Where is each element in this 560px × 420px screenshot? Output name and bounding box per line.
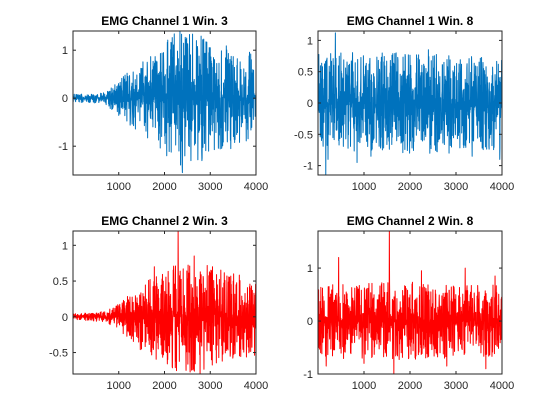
y-tick-label: 1: [307, 35, 313, 47]
subplot-emg-channel-2-win-8: 1000 2000 3000 4000 -1 0 1 EMG Channel 2 Win. 8: [303, 214, 514, 392]
x-tick-label: 1000: [107, 380, 131, 392]
y-tick-label: 1: [62, 45, 68, 57]
y-tick-label: -1: [303, 161, 313, 173]
y-tick-label: 0: [62, 312, 68, 324]
subplot-emg-channel-1-win-8: 1000 2000 3000 4000 -1 -0.5 0 0.5 1 EMG Channel 1…: [294, 14, 514, 193]
signal-line: [318, 32, 502, 175]
subplot-title: EMG Channel 1 Win. 3: [101, 14, 228, 28]
subplot-title: EMG Channel 2 Win. 3: [101, 214, 228, 228]
y-tick-label: -1: [303, 369, 313, 381]
x-tick-label: 1000: [352, 181, 376, 193]
x-tick-label: 2000: [152, 181, 176, 193]
x-tick-label: 2000: [398, 181, 422, 193]
y-tick-label: 1: [307, 263, 313, 275]
y-tick-label: 0.5: [53, 276, 68, 288]
y-tick-label: 0: [62, 93, 68, 105]
x-tick-label: 4000: [490, 181, 514, 193]
x-tick-label: 3000: [198, 181, 222, 193]
x-tick-label: 1000: [107, 181, 131, 193]
x-tick-label: 2000: [398, 380, 422, 392]
y-tick-label: -1: [58, 141, 68, 153]
y-tick-label: 0: [307, 316, 313, 328]
subplot-emg-channel-1-win-3: 1000 2000 3000 4000 -1 0 1 EMG Channel 1 Win. 3: [58, 14, 268, 193]
x-tick-label: 2000: [152, 380, 176, 392]
y-tick-label: 0: [307, 98, 313, 110]
subplot-emg-channel-2-win-3: 1000 2000 3000 4000 -0.5 0 0.5 1 EMG Channel 2 W…: [49, 214, 268, 392]
signal-line: [318, 231, 502, 374]
subplot-title: EMG Channel 2 Win. 8: [347, 214, 474, 228]
signal-line: [73, 31, 256, 174]
x-tick-label: 1000: [352, 380, 376, 392]
y-tick-label: -0.5: [49, 348, 68, 360]
x-tick-label: 4000: [490, 380, 514, 392]
x-tick-label: 3000: [444, 181, 468, 193]
signal-line: [73, 231, 256, 374]
x-tick-label: 3000: [444, 380, 468, 392]
y-tick-label: -0.5: [294, 129, 313, 141]
subplot-title: EMG Channel 1 Win. 8: [347, 14, 474, 28]
y-tick-label: 1: [62, 240, 68, 252]
x-tick-label: 4000: [244, 380, 268, 392]
x-tick-label: 4000: [244, 181, 268, 193]
y-tick-label: 0.5: [298, 67, 313, 79]
x-tick-label: 3000: [198, 380, 222, 392]
